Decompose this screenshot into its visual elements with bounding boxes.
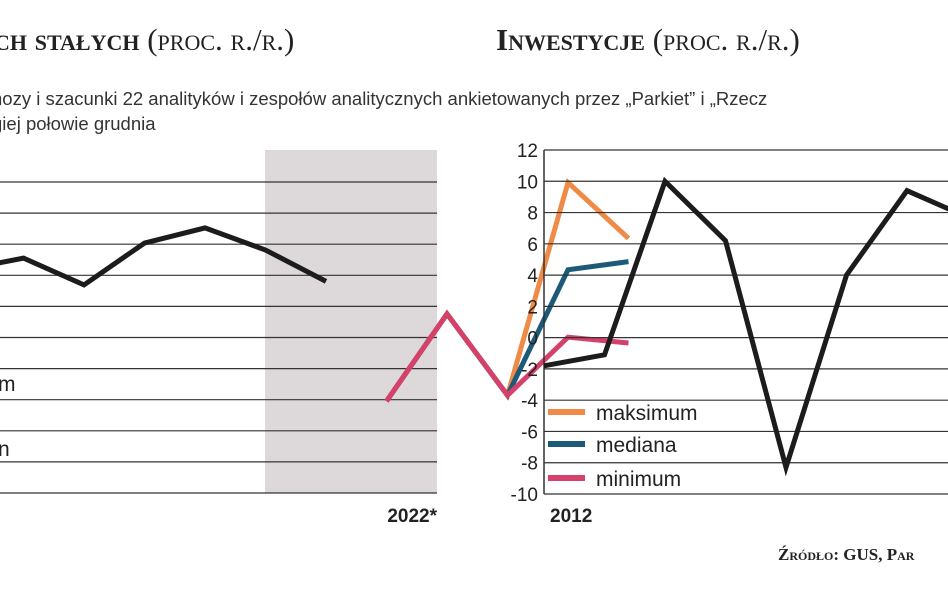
left-x-tick-label: 2022* xyxy=(387,506,437,527)
left-chart-title: ch stałych (proc. r./r.) xyxy=(0,22,294,58)
legend-label-mediana: mediana xyxy=(596,434,677,457)
left-series-line-minimum xyxy=(384,309,629,403)
right-y-tick-label: -10 xyxy=(511,485,538,506)
right-y-tick-label: 12 xyxy=(517,141,538,162)
right-chart: 12 10 8 6 4 2 0 -2 -4 -6 -8 -10 2012 maksimum mediana m… xyxy=(511,141,948,527)
legend-swatch-maksimum xyxy=(548,409,585,415)
left-title-unit: (proc. r./r.) xyxy=(147,22,295,57)
right-y-tick-label: -8 xyxy=(521,454,538,475)
right-y-tick-label: 6 xyxy=(527,235,538,256)
chart-subtitle: nozy i szacunki 22 analityków i zespołów… xyxy=(0,86,948,136)
source-note: Źródło: GUS, Par xyxy=(778,545,915,564)
right-y-tick-label: -4 xyxy=(521,391,538,412)
legend-swatch-mediana xyxy=(548,441,585,447)
right-x-tick-label: 2012 xyxy=(550,506,592,527)
right-title-text: Inwestycje xyxy=(496,22,645,57)
left-chart: 2022* m n xyxy=(0,150,631,527)
right-y-tick-label: 10 xyxy=(517,172,538,193)
left-legend-partial-label: n xyxy=(0,438,10,461)
right-y-tick-label: 2 xyxy=(527,297,538,318)
right-y-tick-label: -2 xyxy=(521,360,538,381)
legend-swatch-minimum xyxy=(548,475,585,481)
right-title-unit: (proc. r./r.) xyxy=(652,22,800,57)
subtitle-line-1: nozy i szacunki 22 analityków i zespołów… xyxy=(0,88,768,109)
left-series-line-history xyxy=(0,225,328,288)
right-series-line-history xyxy=(543,176,948,477)
right-y-tick-label: 4 xyxy=(527,266,538,287)
forecast-shading xyxy=(265,150,437,493)
right-chart-title: Inwestycje (proc. r./r.) xyxy=(496,22,800,58)
right-y-tick-label: 8 xyxy=(527,204,538,225)
left-legend-partial-label: m xyxy=(0,373,16,396)
legend-label-maksimum: maksimum xyxy=(596,402,698,425)
right-y-tick-label: -6 xyxy=(521,422,538,443)
legend-label-minimum: minimum xyxy=(596,468,681,491)
left-title-text: ch stałych xyxy=(0,22,140,57)
right-y-tick-label: 0 xyxy=(527,329,538,350)
subtitle-line-2: giej połowie grudnia xyxy=(0,113,156,134)
